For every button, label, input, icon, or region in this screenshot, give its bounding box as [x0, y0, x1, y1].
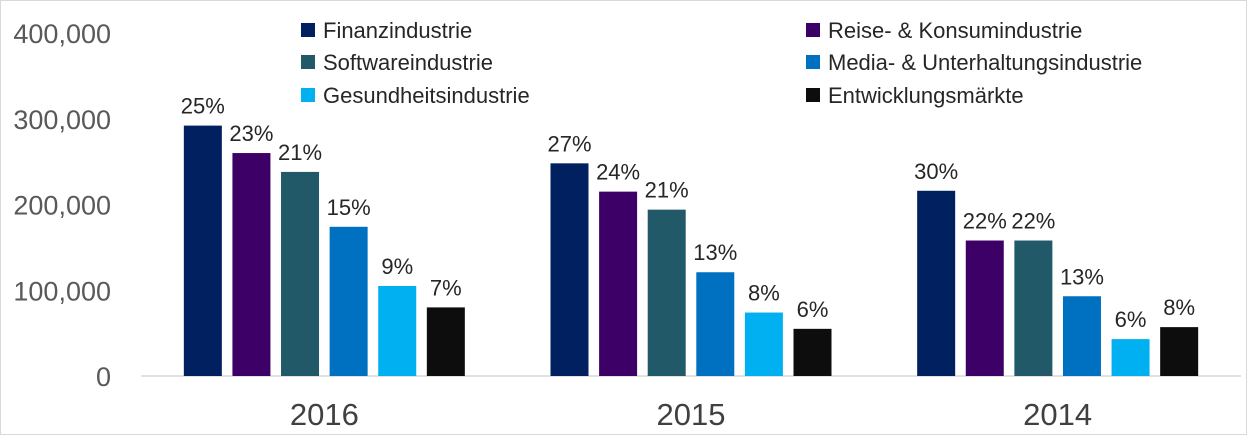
x-tick-label: 2016	[290, 397, 359, 432]
data-label: 23%	[229, 121, 273, 146]
legend-swatch	[301, 88, 315, 102]
data-label: 30%	[914, 159, 958, 184]
bar	[599, 191, 638, 376]
bar	[793, 328, 832, 376]
data-label: 8%	[748, 281, 780, 306]
bar	[696, 272, 735, 376]
bar	[965, 240, 1004, 376]
legend-label: Softwareindustrie	[323, 50, 493, 75]
legend-label: Reise- & Konsumindustrie	[828, 18, 1082, 43]
data-label: 6%	[1115, 307, 1147, 332]
bar	[281, 171, 320, 376]
x-tick-label: 2014	[1023, 397, 1092, 432]
legend-item: Finanzindustrie	[301, 18, 472, 43]
legend-swatch	[301, 55, 315, 69]
bar	[744, 312, 783, 376]
bar	[1160, 327, 1199, 376]
data-label: 13%	[1060, 264, 1104, 289]
data-label: 8%	[1163, 295, 1195, 320]
data-label: 7%	[430, 275, 462, 300]
data-label: 27%	[547, 131, 591, 156]
data-label: 21%	[645, 178, 689, 203]
data-label: 15%	[327, 195, 371, 220]
legend-swatch	[301, 23, 315, 37]
bar	[647, 209, 686, 376]
bar	[1014, 240, 1053, 376]
legend-label: Media- & Unterhaltungsindustrie	[828, 50, 1142, 75]
bar	[1111, 339, 1150, 376]
legend-item: Media- & Unterhaltungsindustrie	[806, 50, 1142, 75]
legend-swatch	[806, 23, 820, 37]
legend-swatch	[806, 88, 820, 102]
y-axis: 0 100,000 200,000 300,000 400,000	[13, 19, 111, 392]
y-tick-label: 300,000	[13, 105, 111, 135]
x-tick-label: 2015	[657, 397, 726, 432]
legend-item: Entwicklungsmärkte	[806, 83, 1024, 108]
legend-item: Gesundheitsindustrie	[301, 83, 530, 108]
bar	[426, 307, 465, 376]
legend-swatch	[806, 55, 820, 69]
legend-label: Entwicklungsmärkte	[828, 83, 1024, 108]
bar	[232, 153, 271, 376]
data-label: 6%	[797, 297, 829, 322]
data-label: 24%	[596, 160, 640, 185]
legend-item: Softwareindustrie	[301, 50, 493, 75]
legend-item: Reise- & Konsumindustrie	[806, 18, 1082, 43]
legend: Finanzindustrie Reise- & Konsumindustrie S…	[301, 18, 1142, 108]
data-label-group: 25%23%21%15%9%7%27%24%21%13%8%6%30%22% 22…	[181, 94, 1195, 333]
bar	[329, 226, 368, 376]
legend-label: Finanzindustrie	[323, 18, 472, 43]
y-tick-label: 100,000	[13, 276, 111, 306]
y-tick-label: 200,000	[13, 191, 111, 221]
x-axis: 2016 2015 2014	[141, 375, 1241, 432]
data-label: 13%	[693, 240, 737, 265]
data-label: 22%	[1011, 209, 1055, 234]
bar	[378, 285, 417, 376]
data-label: 9%	[381, 254, 413, 279]
data-label: 21%	[278, 140, 322, 165]
bar	[183, 125, 222, 376]
legend-label: Gesundheitsindustrie	[323, 83, 530, 108]
bar	[550, 163, 589, 376]
bar	[917, 190, 956, 376]
data-label: 22%	[963, 209, 1007, 234]
data-label: 25%	[181, 94, 225, 119]
bar-series-group	[183, 125, 1199, 376]
bar	[1062, 296, 1101, 376]
y-tick-label: 400,000	[13, 19, 111, 49]
y-tick-label: 0	[96, 362, 111, 392]
